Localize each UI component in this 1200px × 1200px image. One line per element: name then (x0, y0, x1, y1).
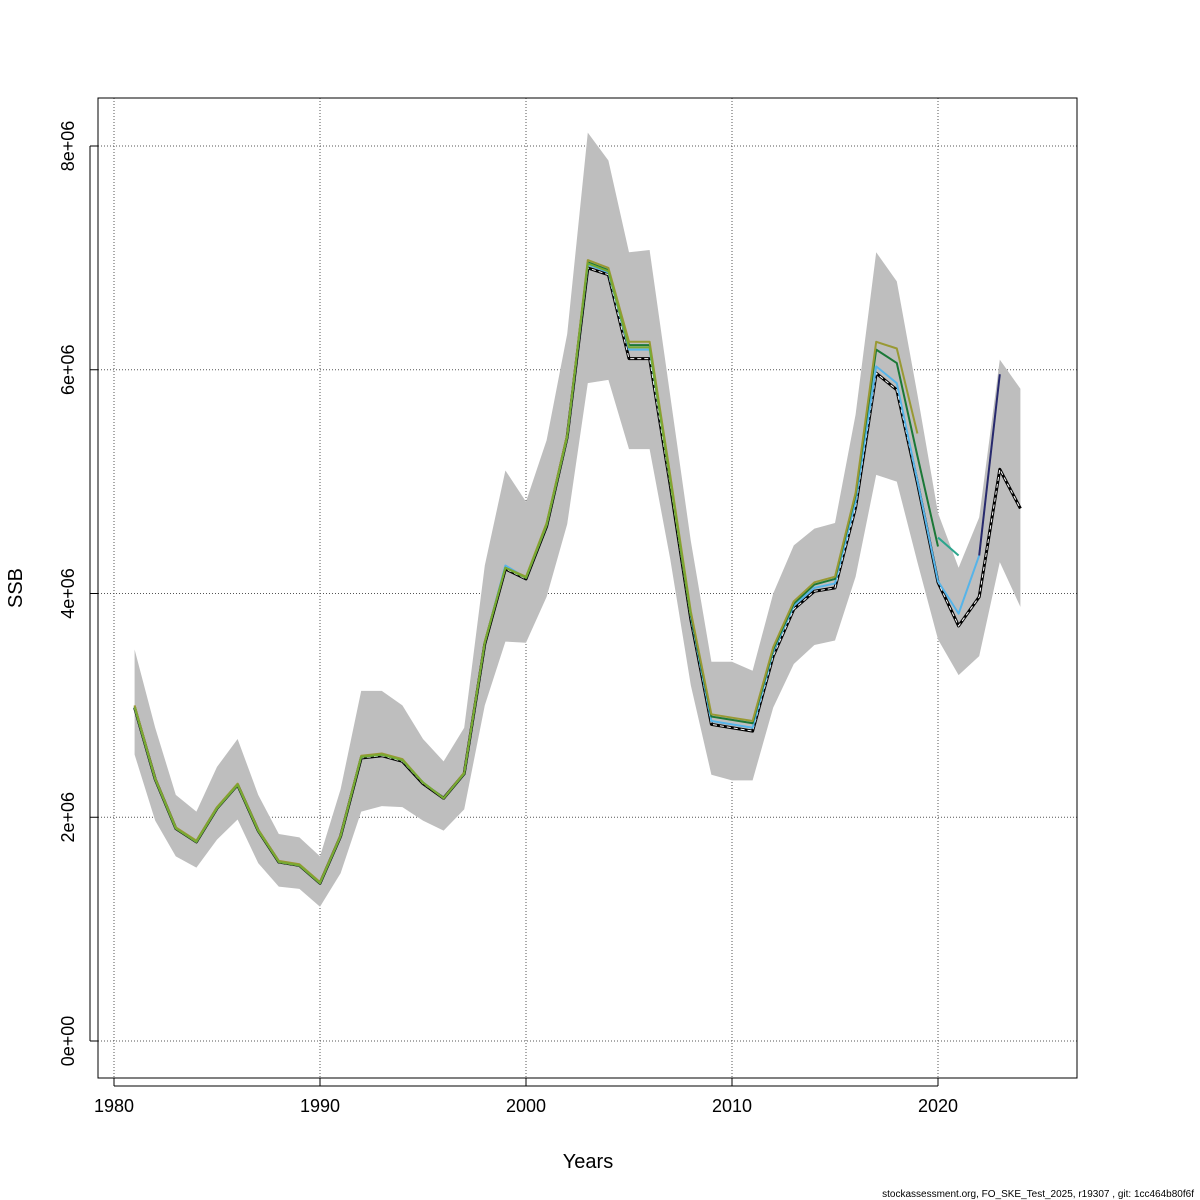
series-line-6 (133, 262, 692, 885)
x-axis-title: Years (563, 1151, 613, 1173)
x-tick-label: 2020 (918, 1096, 958, 1116)
series-line-2 (978, 374, 1001, 556)
y-tick-label: 8e+06 (58, 121, 78, 172)
series-layer (133, 259, 1022, 885)
x-tick-label: 1980 (94, 1096, 134, 1116)
y-tick-label: 4e+06 (58, 568, 78, 619)
confidence-band (134, 132, 1021, 907)
x-axis: 1980 1990 2000 2010 2020 (94, 1078, 958, 1116)
footer-credit: stockassessment.org, FO_SKE_Test_2025, r… (882, 1189, 1194, 1200)
y-tick-label: 2e+06 (58, 792, 78, 843)
x-tick-label: 2000 (506, 1096, 546, 1116)
x-tick-label: 2010 (712, 1096, 752, 1116)
y-tick-label: 0e+00 (58, 1016, 78, 1067)
y-axis: 0e+00 2e+06 4e+06 6e+06 8e+06 (58, 121, 98, 1067)
x-tick-label: 1990 (300, 1096, 340, 1116)
series-line-3 (937, 536, 960, 557)
y-tick-label: 6e+06 (58, 344, 78, 395)
confidence-band-layer (134, 132, 1021, 907)
y-axis-title: SSB (5, 568, 27, 608)
plot-frame (97, 97, 1078, 1079)
